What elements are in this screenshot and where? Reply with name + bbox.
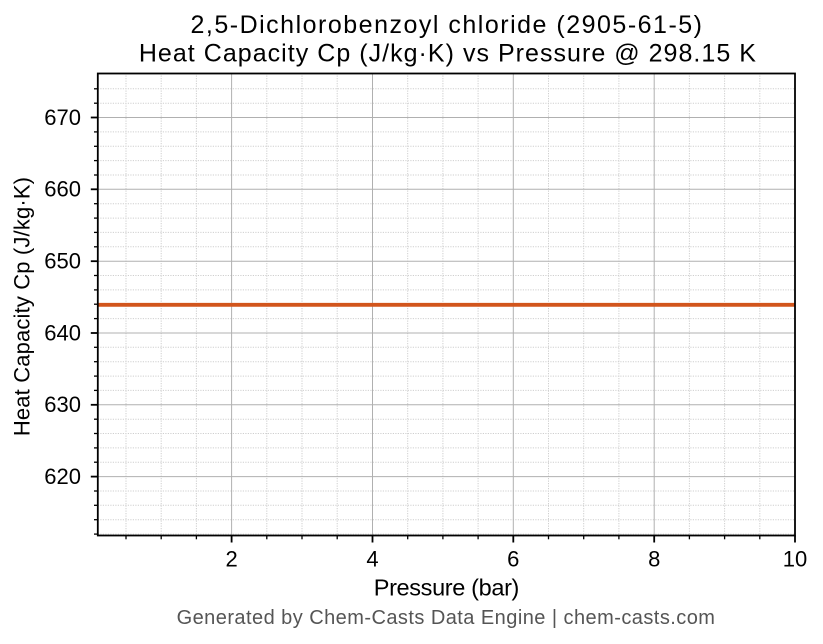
svg-text:Pressure (bar): Pressure (bar) xyxy=(374,574,519,600)
svg-text:6: 6 xyxy=(507,547,519,572)
svg-text:Heat Capacity Cp (J/kg·K) vs P: Heat Capacity Cp (J/kg·K) vs Pressure @ … xyxy=(139,39,757,67)
svg-text:Heat Capacity Cp (J/kg·K): Heat Capacity Cp (J/kg·K) xyxy=(10,177,35,436)
svg-text:2,5-Dichlorobenzoyl chloride (: 2,5-Dichlorobenzoyl chloride (2905-61-5) xyxy=(190,11,703,39)
svg-text:4: 4 xyxy=(366,547,378,572)
svg-text:650: 650 xyxy=(44,249,81,274)
svg-text:670: 670 xyxy=(44,105,81,130)
svg-text:2: 2 xyxy=(225,547,237,572)
svg-text:10: 10 xyxy=(783,547,807,572)
svg-text:Generated by Chem-Casts Data E: Generated by Chem-Casts Data Engine | ch… xyxy=(177,607,716,629)
svg-text:8: 8 xyxy=(648,547,660,572)
svg-text:660: 660 xyxy=(44,177,81,202)
svg-text:620: 620 xyxy=(44,464,81,489)
svg-text:640: 640 xyxy=(44,320,81,345)
svg-text:630: 630 xyxy=(44,392,81,417)
